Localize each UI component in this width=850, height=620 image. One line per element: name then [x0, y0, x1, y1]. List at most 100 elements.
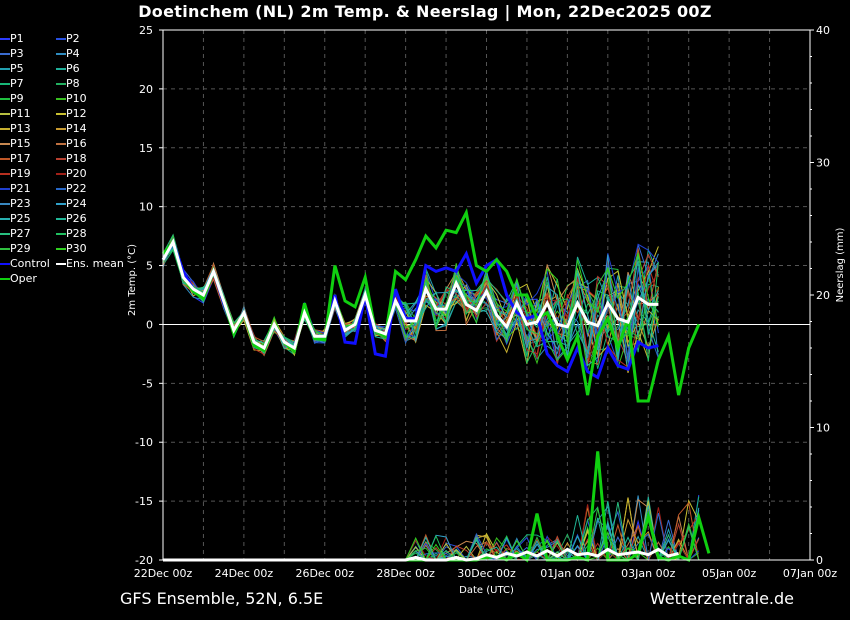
legend-label: P19 [10, 167, 31, 180]
legend-label: P10 [66, 92, 87, 105]
legend-swatch [56, 128, 66, 130]
model-info: GFS Ensemble, 52N, 6.5E [120, 589, 324, 608]
legend-swatch [0, 248, 10, 250]
series-ens-mean [161, 238, 659, 351]
legend-swatch [56, 188, 66, 190]
x-tick-label: 28Dec 00z [376, 567, 435, 580]
legend-label: P20 [66, 167, 87, 180]
legend-swatch [56, 233, 66, 235]
legend-swatch [56, 173, 66, 175]
legend-swatch [0, 113, 10, 115]
legend-label: P16 [66, 137, 87, 150]
legend-swatch [56, 53, 66, 55]
chart-title: Doetinchem (NL) 2m Temp. & Neerslag | Mo… [138, 2, 712, 21]
x-tick-label: 05Jan 00z [702, 567, 756, 580]
source-credit: Wetterzentrale.de [649, 589, 794, 608]
x-tick-label: 03Jan 00z [621, 567, 675, 580]
legend-label: P14 [66, 122, 87, 135]
y2-axis-label: Neerslag (mm) [835, 227, 846, 302]
legend-swatch [56, 143, 66, 145]
legend-swatch [0, 53, 10, 55]
y-tick-label: 0 [146, 318, 153, 331]
x-tick-label: 22Dec 00z [134, 567, 193, 580]
legend-swatch [0, 98, 10, 100]
legend-label: P23 [10, 197, 31, 210]
legend-label: P12 [66, 107, 87, 120]
legend-label: P18 [66, 152, 87, 165]
y-axis-label: 2m Temp. (°C) [127, 244, 138, 316]
legend-label: P17 [10, 152, 31, 165]
series-p10 [162, 240, 659, 373]
legend-swatch [56, 113, 66, 115]
legend-label: P25 [10, 212, 31, 225]
y-tick-label: -20 [135, 554, 153, 567]
y2-tick-label: 0 [816, 554, 823, 567]
y-tick-label: 15 [139, 142, 153, 155]
legend-swatch [56, 218, 66, 220]
y-tick-label: -10 [135, 436, 153, 449]
legend-swatch [0, 83, 10, 85]
y-tick-label: 10 [139, 201, 153, 214]
legend-label: P6 [66, 62, 80, 75]
x-tick-label: 30Dec 00z [457, 567, 516, 580]
legend-label: P29 [10, 242, 31, 255]
series-lines [161, 207, 711, 563]
legend-swatch [0, 68, 10, 70]
legend-label: Oper [10, 272, 37, 285]
legend-swatch [56, 263, 66, 265]
legend-label: P4 [66, 47, 80, 60]
legend-label: P5 [10, 62, 24, 75]
x-tick-label: 01Jan 00z [540, 567, 594, 580]
legend-label: P7 [10, 77, 24, 90]
legend-label: P28 [66, 227, 87, 240]
y2-tick-label: 10 [816, 422, 830, 435]
x-axis-label: Date (UTC) [459, 585, 514, 596]
legend-swatch [56, 203, 66, 205]
y2-tick-label: 30 [816, 157, 830, 170]
x-tick-label: 07Jan 00z [783, 567, 837, 580]
legend-swatch [56, 98, 66, 100]
legend-swatch [56, 38, 66, 40]
y2-tick-label: 40 [816, 24, 830, 37]
legend-swatch [0, 128, 10, 130]
legend-label: P30 [66, 242, 87, 255]
x-tick-label: 26Dec 00z [295, 567, 354, 580]
legend-label: P24 [66, 197, 87, 210]
legend-label: P9 [10, 92, 24, 105]
legend-label: P11 [10, 107, 31, 120]
legend-swatch [0, 278, 10, 280]
legend-label: P1 [10, 32, 24, 45]
legend-swatch [0, 263, 10, 265]
legend-swatch [56, 83, 66, 85]
legend-label: P27 [10, 227, 31, 240]
legend-swatch [0, 188, 10, 190]
legend-label: P8 [66, 77, 80, 90]
legend-swatch [56, 248, 66, 250]
legend-swatch [0, 173, 10, 175]
legend-label: P22 [66, 182, 87, 195]
y-tick-label: -5 [142, 377, 153, 390]
legend-label: Control [10, 257, 50, 270]
legend-label: P3 [10, 47, 24, 60]
legend-swatch [0, 38, 10, 40]
y-tick-label: 25 [139, 24, 153, 37]
legend-swatch [0, 203, 10, 205]
y-tick-label: -15 [135, 495, 153, 508]
legend-swatch [0, 218, 10, 220]
axes: 25 20 15 10 5 0 -5 -10 -15 -20 40 30 20 10 0 22Dec 00z 2… [127, 24, 846, 596]
legend-label: P21 [10, 182, 31, 195]
y-tick-label: 20 [139, 83, 153, 96]
legend-swatch [56, 68, 66, 70]
legend-label: P13 [10, 122, 31, 135]
legend-label: P15 [10, 137, 31, 150]
y2-tick-label: 20 [816, 289, 830, 302]
legend-label: P26 [66, 212, 87, 225]
legend-swatch [0, 158, 10, 160]
x-tick-label: 24Dec 00z [215, 567, 274, 580]
y-tick-label: 5 [146, 260, 153, 273]
legend-label: P2 [66, 32, 80, 45]
legend-label: Ens. mean [66, 257, 124, 270]
legend-swatch [0, 233, 10, 235]
legend-swatch [56, 158, 66, 160]
